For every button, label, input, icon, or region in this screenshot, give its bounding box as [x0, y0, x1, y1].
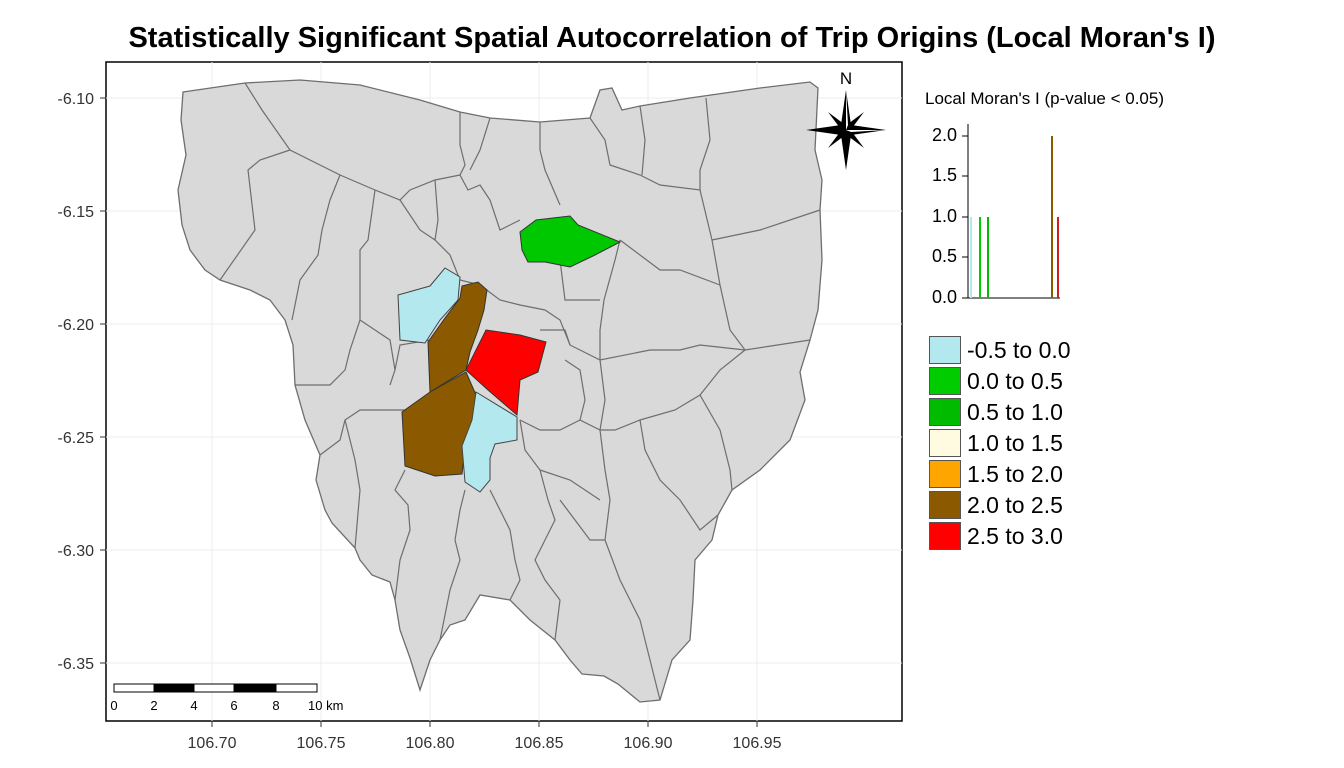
legend-swatch [929, 367, 961, 395]
y-tick-label: -6.10 [57, 91, 94, 108]
x-tick-label: 106.80 [405, 735, 455, 752]
legend-label: 0.0 to 0.5 [967, 368, 1063, 394]
north-arrow-icon [806, 90, 886, 170]
scale-label: 6 [230, 698, 237, 713]
legend-title: Local Moran's I (p-value < 0.05) [925, 89, 1165, 108]
district-boundaries [219, 82, 821, 701]
y-tick-label: -6.25 [57, 430, 94, 447]
map-title: Statistically Significant Spatial Autoco… [128, 22, 1216, 54]
scale-label: 8 [272, 698, 279, 713]
x-tick-label: 106.85 [514, 735, 564, 752]
legend-swatch [929, 336, 961, 364]
scale-label: 0 [110, 698, 117, 713]
histogram-y-tick: 0.5 [931, 246, 957, 266]
legend-swatch [929, 522, 961, 550]
district-lightblue-south [461, 391, 518, 493]
histogram-y-tick: 1.0 [931, 206, 957, 226]
histogram-y-tick: 0.0 [931, 287, 957, 307]
scale-bar [113, 683, 318, 693]
legend-label: 1.5 to 2.0 [967, 461, 1063, 487]
y-tick-label: -6.35 [57, 656, 94, 673]
y-tick-label: -6.20 [57, 317, 94, 334]
scale-label: 10 km [308, 698, 343, 713]
x-tick-label: 106.75 [296, 735, 346, 752]
legend-label: 2.5 to 3.0 [967, 523, 1063, 549]
north-label: N [840, 69, 852, 88]
y-tick-label: -6.30 [57, 543, 94, 560]
legend-label: -0.5 to 0.0 [967, 337, 1071, 363]
district-red [465, 329, 547, 417]
scale-label: 2 [150, 698, 157, 713]
legend-swatch [929, 491, 961, 519]
histogram-y-tick: 1.5 [931, 165, 957, 185]
district-green [519, 215, 622, 268]
legend-swatch [929, 398, 961, 426]
legend-label: 1.0 to 1.5 [967, 430, 1063, 456]
legend-label: 2.0 to 2.5 [967, 492, 1063, 518]
x-tick-label: 106.70 [187, 735, 237, 752]
legend-label: 0.5 to 1.0 [967, 399, 1063, 425]
x-tick-label: 106.95 [732, 735, 782, 752]
legend-swatch [929, 460, 961, 488]
legend-swatch [929, 429, 961, 457]
legend-histogram [962, 124, 1060, 299]
histogram-y-tick: 2.0 [931, 125, 957, 145]
x-tick-label: 106.90 [623, 735, 673, 752]
scale-label: 4 [190, 698, 197, 713]
y-tick-label: -6.15 [57, 204, 94, 221]
district-brown-north [427, 281, 488, 393]
